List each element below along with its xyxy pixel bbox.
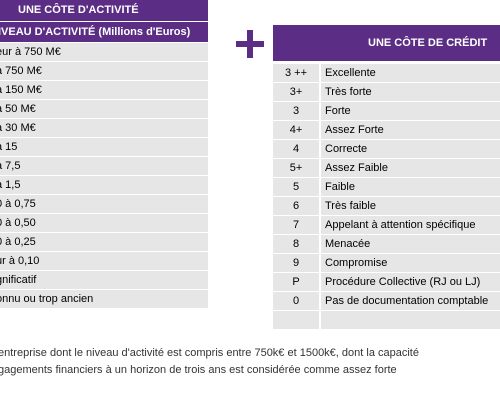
explanation-caption: entreprise dont le niveau d'activité est… — [0, 345, 500, 379]
credit-rating-code: 3+ — [273, 83, 321, 101]
credit-table-row: 3 Forte — [273, 102, 500, 121]
activity-table-row: onnu ou trop ancien — [0, 290, 208, 309]
credit-rating-label: Compromise — [325, 257, 388, 269]
credit-rating-code: 5+ — [273, 159, 321, 177]
credit-rating-label: Procédure Collective (RJ ou LJ) — [325, 276, 481, 288]
credit-table-title: UNE CÔTE DE CRÉDIT — [273, 25, 500, 61]
credit-rating-label: Très forte — [325, 86, 372, 98]
credit-rating-code: 7 — [273, 216, 321, 234]
credit-table-body: 3 ++ Excellente 3+ Très forte 3 Forte 4+ Assez … — [273, 64, 500, 330]
activity-table-row: gnificatif — [0, 271, 208, 290]
credit-rating-label: Correcte — [325, 143, 368, 155]
activity-table-row: à 750 M€ — [0, 62, 208, 81]
activity-table-row: à 150 M€ — [0, 81, 208, 100]
caption-line-2: gagements financiers à un horizon de tro… — [0, 364, 397, 376]
credit-table-row: 4 Correcte — [273, 140, 500, 159]
credit-rating-label: Assez Faible — [325, 162, 388, 174]
credit-table-row: 9 Compromise — [273, 254, 500, 273]
credit-rating-code: 4+ — [273, 121, 321, 139]
credit-rating-label: Appelant à attention spécifique — [325, 219, 476, 231]
credit-table-row: 8 Menacée — [273, 235, 500, 254]
credit-rating-code: 8 — [273, 235, 321, 253]
activity-table-row: 0 à 0,50 — [0, 214, 208, 233]
activity-table-subtitle: IVEAU D'ACTIVITÉ (Millions d'Euros) — [0, 21, 208, 42]
credit-rating-label: Excellente — [325, 67, 376, 79]
activity-table-body: eur à 750 M€à 750 M€à 150 M€à 50 M€à 30 … — [0, 43, 208, 309]
credit-table-row: 3 ++ Excellente — [273, 64, 500, 83]
credit-table-row: 6 Très faible — [273, 197, 500, 216]
activity-table-row: à 50 M€ — [0, 100, 208, 119]
credit-rating-label: Forte — [325, 105, 351, 117]
plus-icon — [236, 30, 264, 58]
credit-table-row — [273, 311, 500, 330]
credit-rating-label — [321, 311, 325, 329]
credit-table-row: 0 Pas de documentation comptable — [273, 292, 500, 311]
credit-rating-code: 6 — [273, 197, 321, 215]
credit-rating-label: Menacée — [325, 238, 371, 250]
credit-table-row: 5+ Assez Faible — [273, 159, 500, 178]
activity-table-row: 0 à 0,25 — [0, 233, 208, 252]
activity-rating-table: UNE CÔTE D'ACTIVITÉ IVEAU D'ACTIVITÉ (Mi… — [0, 0, 208, 309]
credit-rating-label: Très faible — [325, 200, 376, 212]
activity-table-row: à 30 M€ — [0, 119, 208, 138]
plus-icon-bar-vertical — [247, 30, 253, 58]
credit-rating-code: 3 — [273, 102, 321, 120]
credit-rating-table: UNE CÔTE DE CRÉDIT 3 ++ Excellente 3+ Très … — [273, 25, 500, 330]
credit-table-row: 5 Faible — [273, 178, 500, 197]
credit-rating-code: 0 — [273, 292, 321, 310]
credit-table-row: 3+ Très forte — [273, 83, 500, 102]
credit-table-row: P Procédure Collective (RJ ou LJ) — [273, 273, 500, 292]
activity-table-title: UNE CÔTE D'ACTIVITÉ — [0, 0, 208, 21]
activity-table-row: à 7,5 — [0, 157, 208, 176]
credit-rating-code: P — [273, 273, 321, 291]
credit-table-row: 7 Appelant à attention spécifique — [273, 216, 500, 235]
credit-rating-code: 4 — [273, 140, 321, 158]
credit-rating-label: Pas de documentation comptable — [325, 295, 489, 307]
credit-rating-code: 5 — [273, 178, 321, 196]
activity-table-row: à 1,5 — [0, 176, 208, 195]
credit-rating-code: 9 — [273, 254, 321, 272]
caption-line-1: entreprise dont le niveau d'activité est… — [0, 347, 419, 359]
activity-table-row: 0 à 0,75 — [0, 195, 208, 214]
activity-table-row: ur à 0,10 — [0, 252, 208, 271]
credit-rating-code: 3 ++ — [273, 64, 321, 82]
credit-table-row: 4+ Assez Forte — [273, 121, 500, 140]
credit-rating-code — [273, 311, 321, 329]
activity-table-row: eur à 750 M€ — [0, 43, 208, 62]
credit-rating-label: Assez Forte — [325, 124, 384, 136]
activity-table-row: à 15 — [0, 138, 208, 157]
credit-rating-label: Faible — [325, 181, 355, 193]
